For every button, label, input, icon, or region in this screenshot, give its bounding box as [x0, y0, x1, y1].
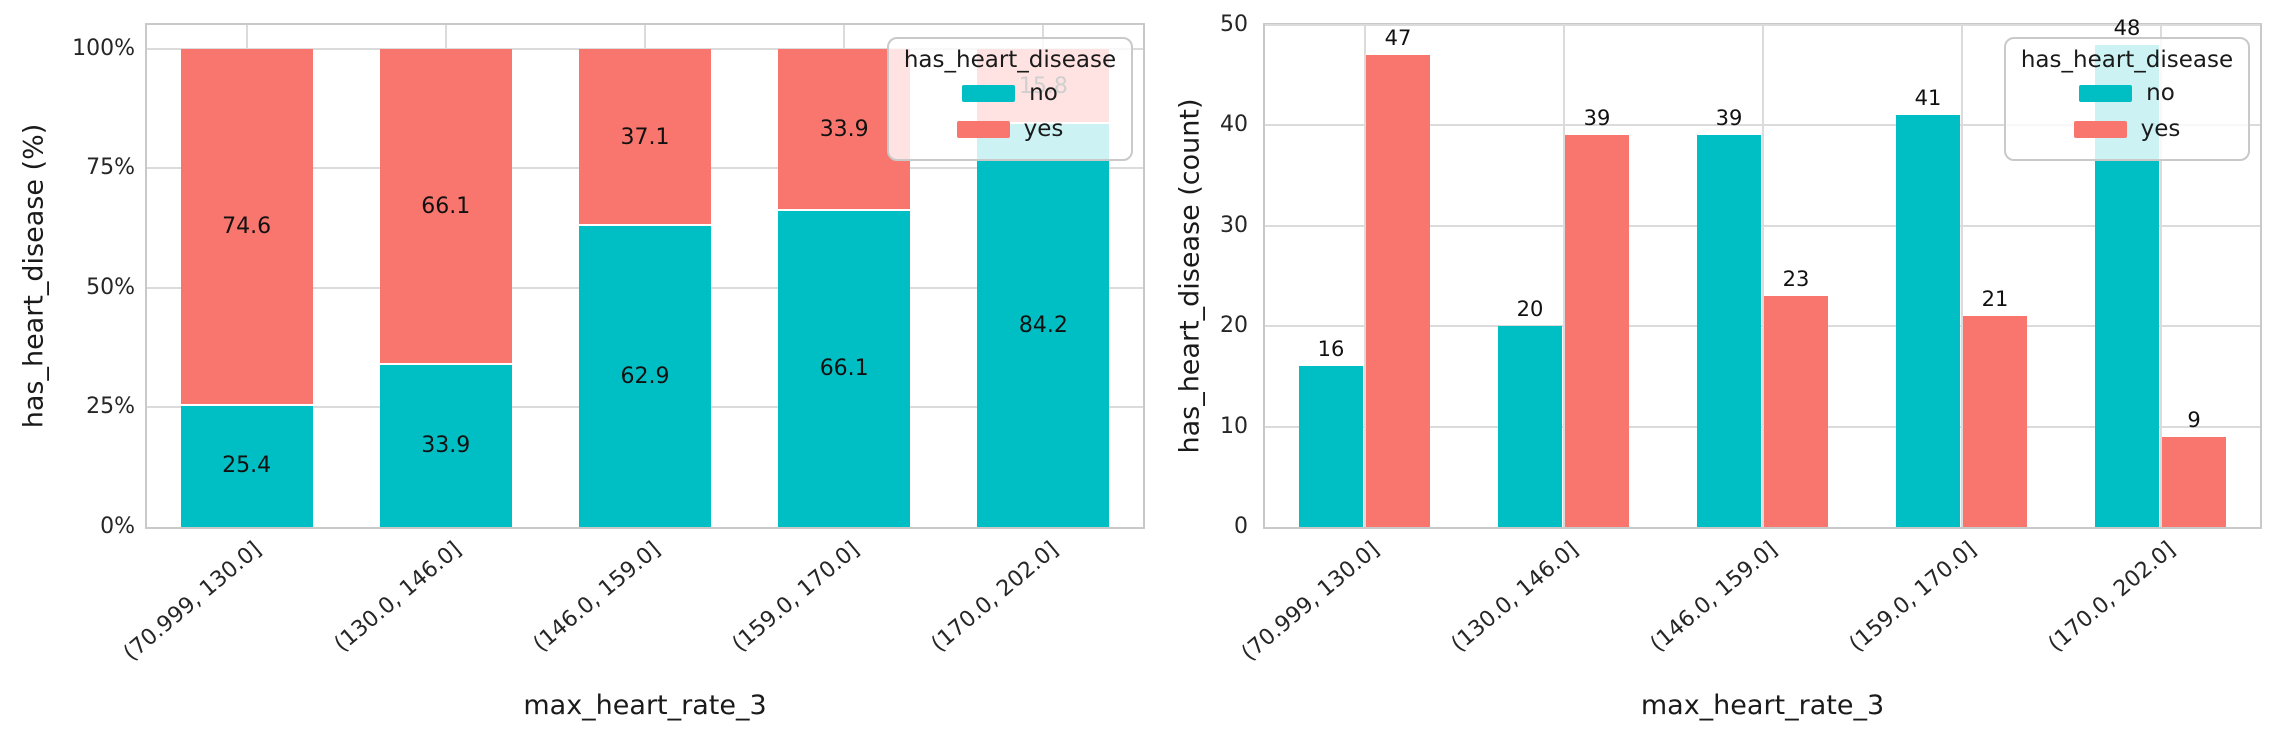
y-tick-label: 50% — [86, 274, 135, 300]
legend-swatch-no — [2079, 84, 2133, 102]
y-tick-label: 30 — [1220, 212, 1248, 238]
y-tick-label: 0 — [1234, 514, 1248, 539]
legend-entry-yes: yes — [2016, 111, 2238, 147]
bar-value-label: 41 — [1914, 86, 1942, 111]
x-tick-label: (70.999, 130.0] — [1237, 537, 1385, 667]
y-tick-label: 40 — [1220, 112, 1248, 138]
bar-value-label: 66.1 — [421, 193, 471, 219]
bar-value-label: 33.9 — [819, 116, 869, 142]
bar-value-label: 23 — [1782, 267, 1810, 292]
bar-value-label: 62.9 — [620, 363, 670, 389]
legend-title: has_heart_disease — [903, 47, 1117, 73]
legend-swatch-no — [962, 84, 1016, 102]
y-tick-label: 10 — [1220, 413, 1248, 439]
bar-value-label: 84.2 — [1018, 312, 1068, 338]
bar-segment-no — [379, 364, 512, 527]
bar-value-label: 66.1 — [819, 355, 869, 381]
legend-swatch-yes — [2073, 120, 2127, 138]
bar-value-label: 74.6 — [222, 214, 272, 240]
bar-value-label: 33.9 — [421, 432, 471, 458]
x-tick-label: (159.0, 170.0] — [1845, 537, 1982, 658]
y-tick-label: 75% — [86, 155, 135, 181]
bar-yes — [2162, 436, 2226, 527]
bar-yes — [1366, 55, 1430, 527]
x-axis-title: max_heart_rate_3 — [523, 690, 767, 721]
segment-divider — [778, 208, 911, 211]
legend-entry-no: no — [899, 75, 1121, 111]
bar-segment-no — [180, 405, 313, 527]
bar-segment-no — [778, 210, 911, 527]
y-tick-label: 100% — [72, 35, 135, 61]
bar-value-label: 39 — [1715, 106, 1743, 131]
bar-value-label: 21 — [1981, 287, 2009, 312]
y-tick-label: 50 — [1220, 12, 1248, 37]
legend-label-no: no — [2146, 80, 2175, 106]
bar-yes — [1764, 296, 1828, 527]
bar-no — [1498, 326, 1562, 527]
x-tick-label: (170.0, 202.0] — [2044, 537, 2181, 658]
bar-segment-no — [977, 124, 1110, 527]
x-tick-label: (146.0, 159.0] — [1646, 537, 1783, 658]
x-gridline — [1761, 25, 1764, 527]
bar-no — [1299, 366, 1363, 527]
legend-label-yes: yes — [1023, 116, 1064, 142]
y-tick-label: 25% — [86, 394, 135, 420]
bar-value-label: 37.1 — [620, 124, 670, 150]
segment-divider — [379, 362, 512, 365]
x-gridline — [2159, 25, 2162, 527]
legend-label-yes: yes — [2140, 116, 2181, 142]
bar-yes — [1963, 316, 2027, 527]
y-tick-label: 20 — [1220, 313, 1248, 339]
y-tick-label: 0% — [100, 514, 135, 539]
x-tick-label: (130.0, 146.0] — [1447, 537, 1584, 658]
bar-value-label: 20 — [1516, 297, 1544, 322]
x-axis-title: max_heart_rate_3 — [1640, 690, 1885, 721]
legend-swatch-yes — [956, 120, 1010, 138]
bar-value-label: 25.4 — [222, 453, 272, 479]
y-axis-title: has_heart_disease (count) — [1174, 98, 1206, 454]
bar-no — [1896, 115, 1960, 527]
x-gridline — [1960, 25, 1963, 527]
bar-value-label: 9 — [2187, 407, 2201, 432]
bar-segment-yes — [579, 48, 711, 227]
legend-entry-no: no — [2016, 75, 2238, 111]
bar-yes — [1565, 135, 1629, 527]
bar-no — [1697, 135, 1761, 527]
x-gridline — [1562, 25, 1565, 527]
bar-segment-yes — [379, 48, 512, 365]
legend-entry-yes: yes — [899, 111, 1121, 147]
segment-divider — [180, 403, 313, 406]
legend-label-no: no — [1029, 80, 1058, 106]
segment-divider — [579, 224, 711, 227]
bar-value-label: 47 — [1384, 26, 1412, 51]
bar-value-label: 48 — [2113, 16, 2141, 41]
x-gridline — [1363, 25, 1366, 527]
bar-segment-yes — [180, 48, 313, 406]
bar-value-label: 39 — [1583, 106, 1611, 131]
bar-value-label: 16 — [1317, 337, 1345, 362]
legend-title: has_heart_disease — [2020, 47, 2234, 73]
bar-segment-no — [579, 226, 711, 527]
